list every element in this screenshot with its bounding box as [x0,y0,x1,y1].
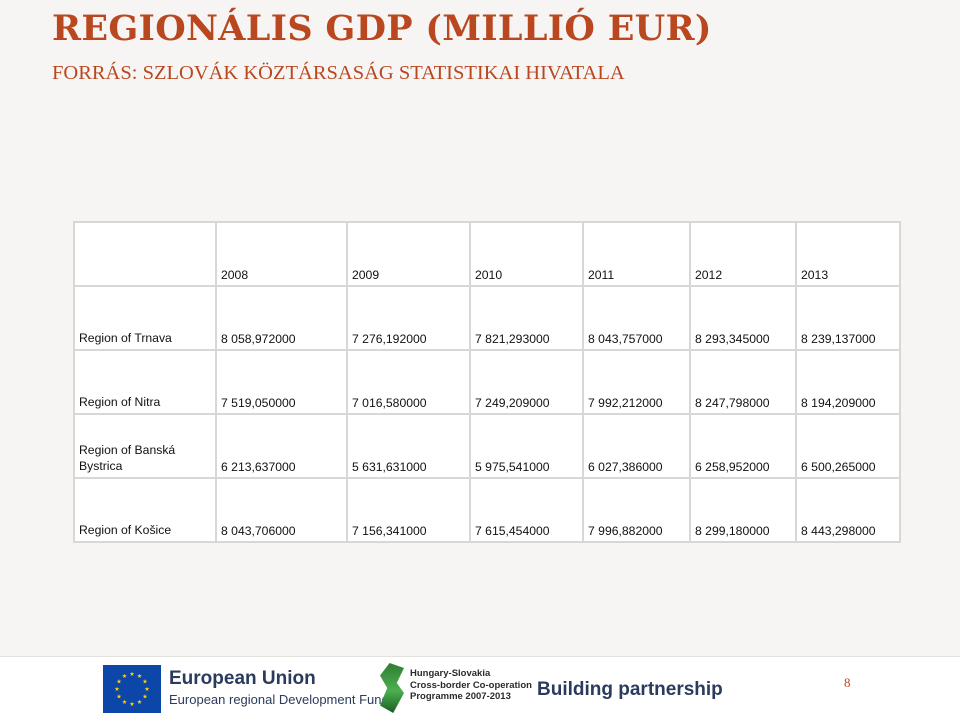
gdp-value: 6 500,265000 [795,413,901,479]
year-header: 2009 [346,221,471,287]
programme-line: Hungary-Slovakia [410,668,491,679]
gdp-value: 5 975,541000 [469,413,584,479]
gdp-value: 7 016,580000 [346,349,471,415]
table-header-row: 2008 2009 2010 2011 2012 2013 [73,221,901,287]
table-corner-cell [73,221,217,287]
gdp-value: 7 156,341000 [346,477,471,543]
region-name: Region of Banská Bystrica [73,413,217,479]
eu-subtitle: European regional Development Fund [169,692,389,707]
region-name: Region of Košice [73,477,217,543]
gdp-value: 8 194,209000 [795,349,901,415]
year-header: 2008 [215,221,348,287]
gdp-value: 8 293,345000 [689,285,797,351]
eu-star-icon [142,679,148,684]
gdp-value: 6 027,386000 [582,413,691,479]
gdp-value: 8 247,798000 [689,349,797,415]
year-header: 2010 [469,221,584,287]
slide-subtitle: FORRÁS: SZLOVÁK KÖZTÁRSASÁG STATISTIKAI … [52,62,625,84]
table-row: Region of Banská Bystrica 6 213,637000 5… [73,413,901,479]
programme-logo-icon [380,663,404,713]
gdp-value: 5 631,631000 [346,413,471,479]
gdp-value: 6 258,952000 [689,413,797,479]
region-name: Region of Nitra [73,349,217,415]
gdp-value: 8 058,972000 [215,285,348,351]
table-row: Region of Trnava 8 058,972000 7 276,1920… [73,285,901,351]
programme-line: Programme 2007-2013 [410,691,511,702]
gdp-value: 7 615,454000 [469,477,584,543]
gdp-value: 8 043,757000 [582,285,691,351]
eu-star-icon [122,673,127,679]
slogan: Building partnership [537,679,723,700]
eu-star-icon [114,686,120,692]
eu-title: European Union [169,668,316,689]
eu-star-icon [144,686,150,692]
year-header: 2011 [582,221,691,287]
table-row: Region of Nitra 7 519,050000 7 016,58000… [73,349,901,415]
eu-star-icon [129,671,135,677]
eu-star-icon [116,679,122,684]
year-header: 2012 [689,221,797,287]
eu-star-icon [137,673,142,679]
eu-star-icon [142,694,148,699]
gdp-value: 7 276,192000 [346,285,471,351]
eu-flag-icon [103,665,161,713]
slide: REGIONÁLIS GDP (MILLIÓ EUR) FORRÁS: SZLO… [52,8,901,543]
gdp-value: 6 213,637000 [215,413,348,479]
gdp-table: 2008 2009 2010 2011 2012 2013 Region of … [73,221,901,543]
year-header: 2013 [795,221,901,287]
gdp-value: 7 519,050000 [215,349,348,415]
gdp-value: 8 443,298000 [795,477,901,543]
eu-star-icon [116,694,122,699]
footer-bar: European Union European regional Develop… [0,656,960,717]
gdp-value: 7 821,293000 [469,285,584,351]
gdp-value: 7 996,882000 [582,477,691,543]
slide-title: REGIONÁLIS GDP (MILLIÓ EUR) [52,8,712,49]
eu-star-icon [122,699,127,705]
table-row: Region of Košice 8 043,706000 7 156,3410… [73,477,901,543]
gdp-value: 7 992,212000 [582,349,691,415]
gdp-value: 8 239,137000 [795,285,901,351]
region-name: Region of Trnava [73,285,217,351]
eu-star-icon [129,701,135,707]
eu-star-icon [137,699,142,705]
programme-line: Cross-border Co-operation [410,679,532,691]
programme-text: Hungary-Slovakia Cross-border Co-operati… [410,668,532,703]
gdp-value: 8 043,706000 [215,477,348,543]
page-number: 8 [844,675,851,690]
gdp-value: 7 249,209000 [469,349,584,415]
gdp-value: 8 299,180000 [689,477,797,543]
